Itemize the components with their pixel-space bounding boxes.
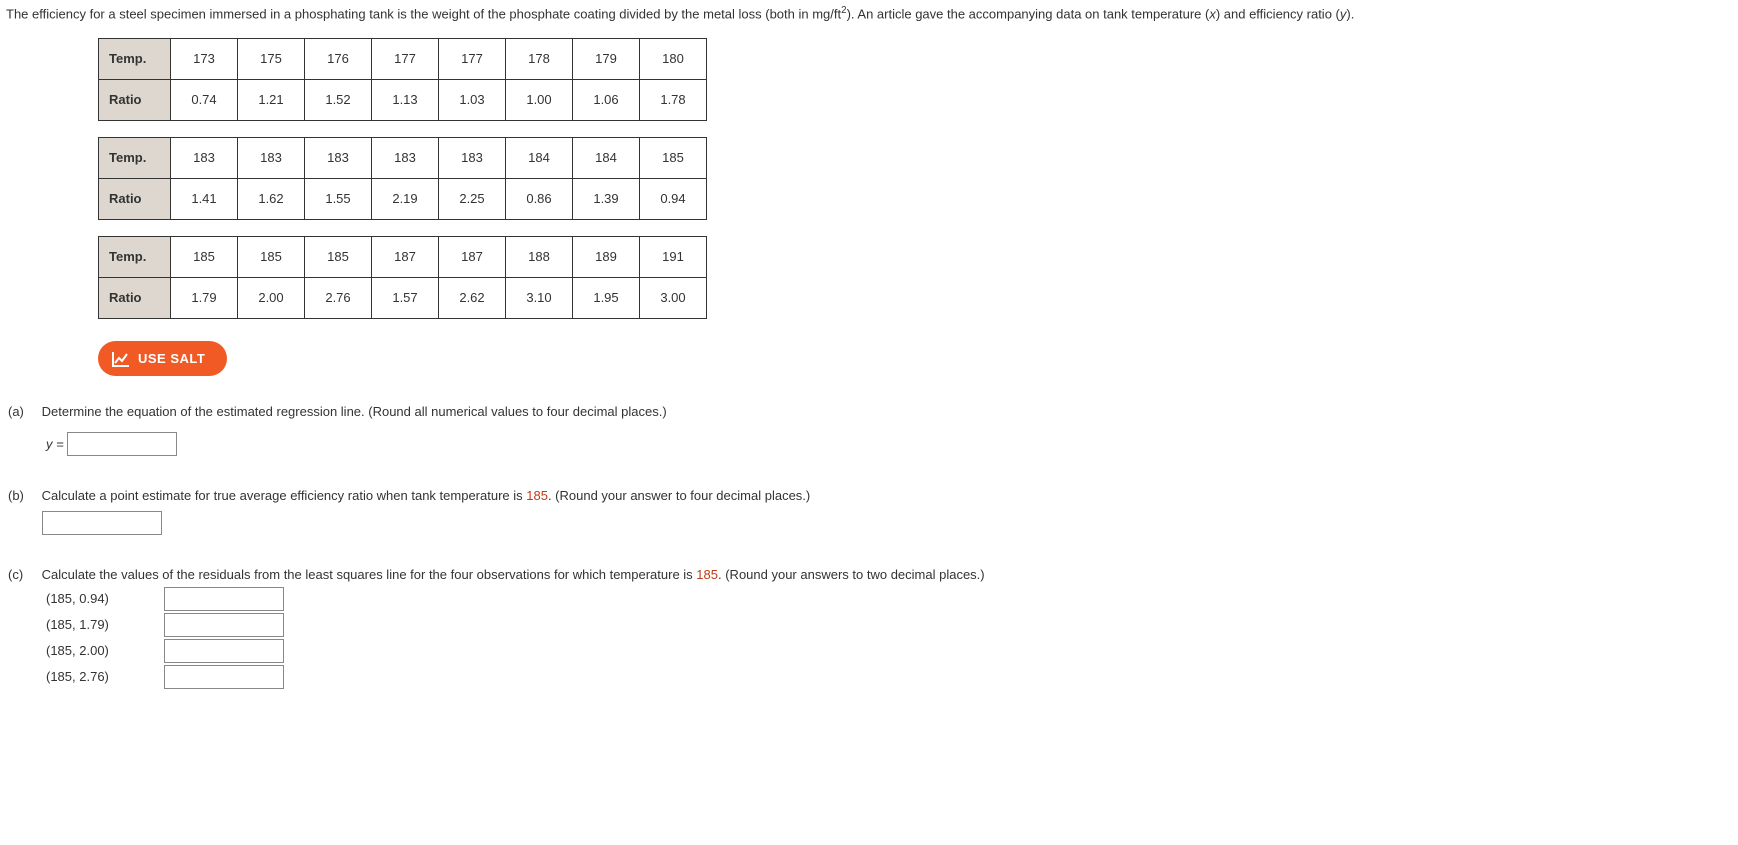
use-salt-label: USE SALT [138,349,205,369]
temp-cell: 185 [238,236,305,277]
ratio-cell: 1.41 [171,178,238,219]
ratio-cell: 2.76 [305,277,372,318]
ratio-cell: 2.19 [372,178,439,219]
use-salt-button[interactable]: USE SALT [98,341,227,377]
temp-cell: 180 [640,38,707,79]
ratio-cell: 1.57 [372,277,439,318]
temp-cell: 179 [573,38,640,79]
temp-cell: 183 [171,137,238,178]
temp-cell: 183 [305,137,372,178]
temp-cell: 185 [305,236,372,277]
row-header-temp: Temp. [99,236,171,277]
data-table-3: Temp.185185185187187188189191Ratio1.792.… [98,236,707,319]
data-table-1: Temp.173175176177177178179180Ratio0.741.… [98,38,707,121]
temp-cell: 176 [305,38,372,79]
temp-cell: 187 [439,236,506,277]
ratio-cell: 1.13 [372,79,439,120]
ratio-cell: 1.06 [573,79,640,120]
regression-equation-input[interactable] [67,432,177,456]
ratio-cell: 1.55 [305,178,372,219]
row-header-temp: Temp. [99,137,171,178]
ratio-cell: 1.78 [640,79,707,120]
ratio-cell: 1.03 [439,79,506,120]
data-table-2: Temp.183183183183183184184185Ratio1.411.… [98,137,707,220]
row-header-ratio: Ratio [99,79,171,120]
part-b-label: (b) [8,486,38,506]
ratio-cell: 1.21 [238,79,305,120]
ratio-cell: 0.94 [640,178,707,219]
residual-pair: (185, 2.00) [46,641,146,661]
part-c-label: (c) [8,565,38,585]
temp-cell: 183 [439,137,506,178]
residual-pair: (185, 2.76) [46,667,146,687]
temp-cell: 184 [573,137,640,178]
ratio-cell: 1.52 [305,79,372,120]
temp-cell: 175 [238,38,305,79]
temp-cell: 188 [506,236,573,277]
residual-input-4[interactable] [164,665,284,689]
residual-input-1[interactable] [164,587,284,611]
ratio-cell: 1.39 [573,178,640,219]
question-a: (a) Determine the equation of the estima… [8,402,1732,456]
residual-input-3[interactable] [164,639,284,663]
temp-cell: 178 [506,38,573,79]
row-header-temp: Temp. [99,38,171,79]
residual-pair: (185, 1.79) [46,615,146,635]
temp-cell: 184 [506,137,573,178]
part-a-text: Determine the equation of the estimated … [42,402,1726,422]
temp-cell: 173 [171,38,238,79]
ratio-cell: 3.00 [640,277,707,318]
question-c: (c) Calculate the values of the residual… [8,565,1732,689]
ratio-cell: 1.62 [238,178,305,219]
row-header-ratio: Ratio [99,277,171,318]
ratio-cell: 2.00 [238,277,305,318]
temp-cell: 191 [640,236,707,277]
temp-cell: 189 [573,236,640,277]
temp-cell: 177 [372,38,439,79]
problem-statement: The efficiency for a steel specimen imme… [6,4,1732,24]
temp-cell: 185 [640,137,707,178]
question-b: (b) Calculate a point estimate for true … [8,486,1732,536]
equation-lhs: y = [46,436,64,451]
ratio-cell: 0.86 [506,178,573,219]
ratio-cell: 0.74 [171,79,238,120]
ratio-cell: 3.10 [506,277,573,318]
ratio-cell: 2.25 [439,178,506,219]
highlight-185-c: 185 [696,567,718,582]
highlight-185-b: 185 [526,488,548,503]
temp-cell: 183 [372,137,439,178]
ratio-cell: 1.00 [506,79,573,120]
point-estimate-input[interactable] [42,511,162,535]
intro-text: The efficiency for a steel specimen imme… [6,6,841,21]
ratio-cell: 1.95 [573,277,640,318]
residual-pair: (185, 0.94) [46,589,146,609]
temp-cell: 183 [238,137,305,178]
part-a-label: (a) [8,402,38,422]
ratio-cell: 2.62 [439,277,506,318]
temp-cell: 187 [372,236,439,277]
temp-cell: 177 [439,38,506,79]
row-header-ratio: Ratio [99,178,171,219]
temp-cell: 185 [171,236,238,277]
ratio-cell: 1.79 [171,277,238,318]
chart-icon [112,351,130,367]
residual-input-2[interactable] [164,613,284,637]
